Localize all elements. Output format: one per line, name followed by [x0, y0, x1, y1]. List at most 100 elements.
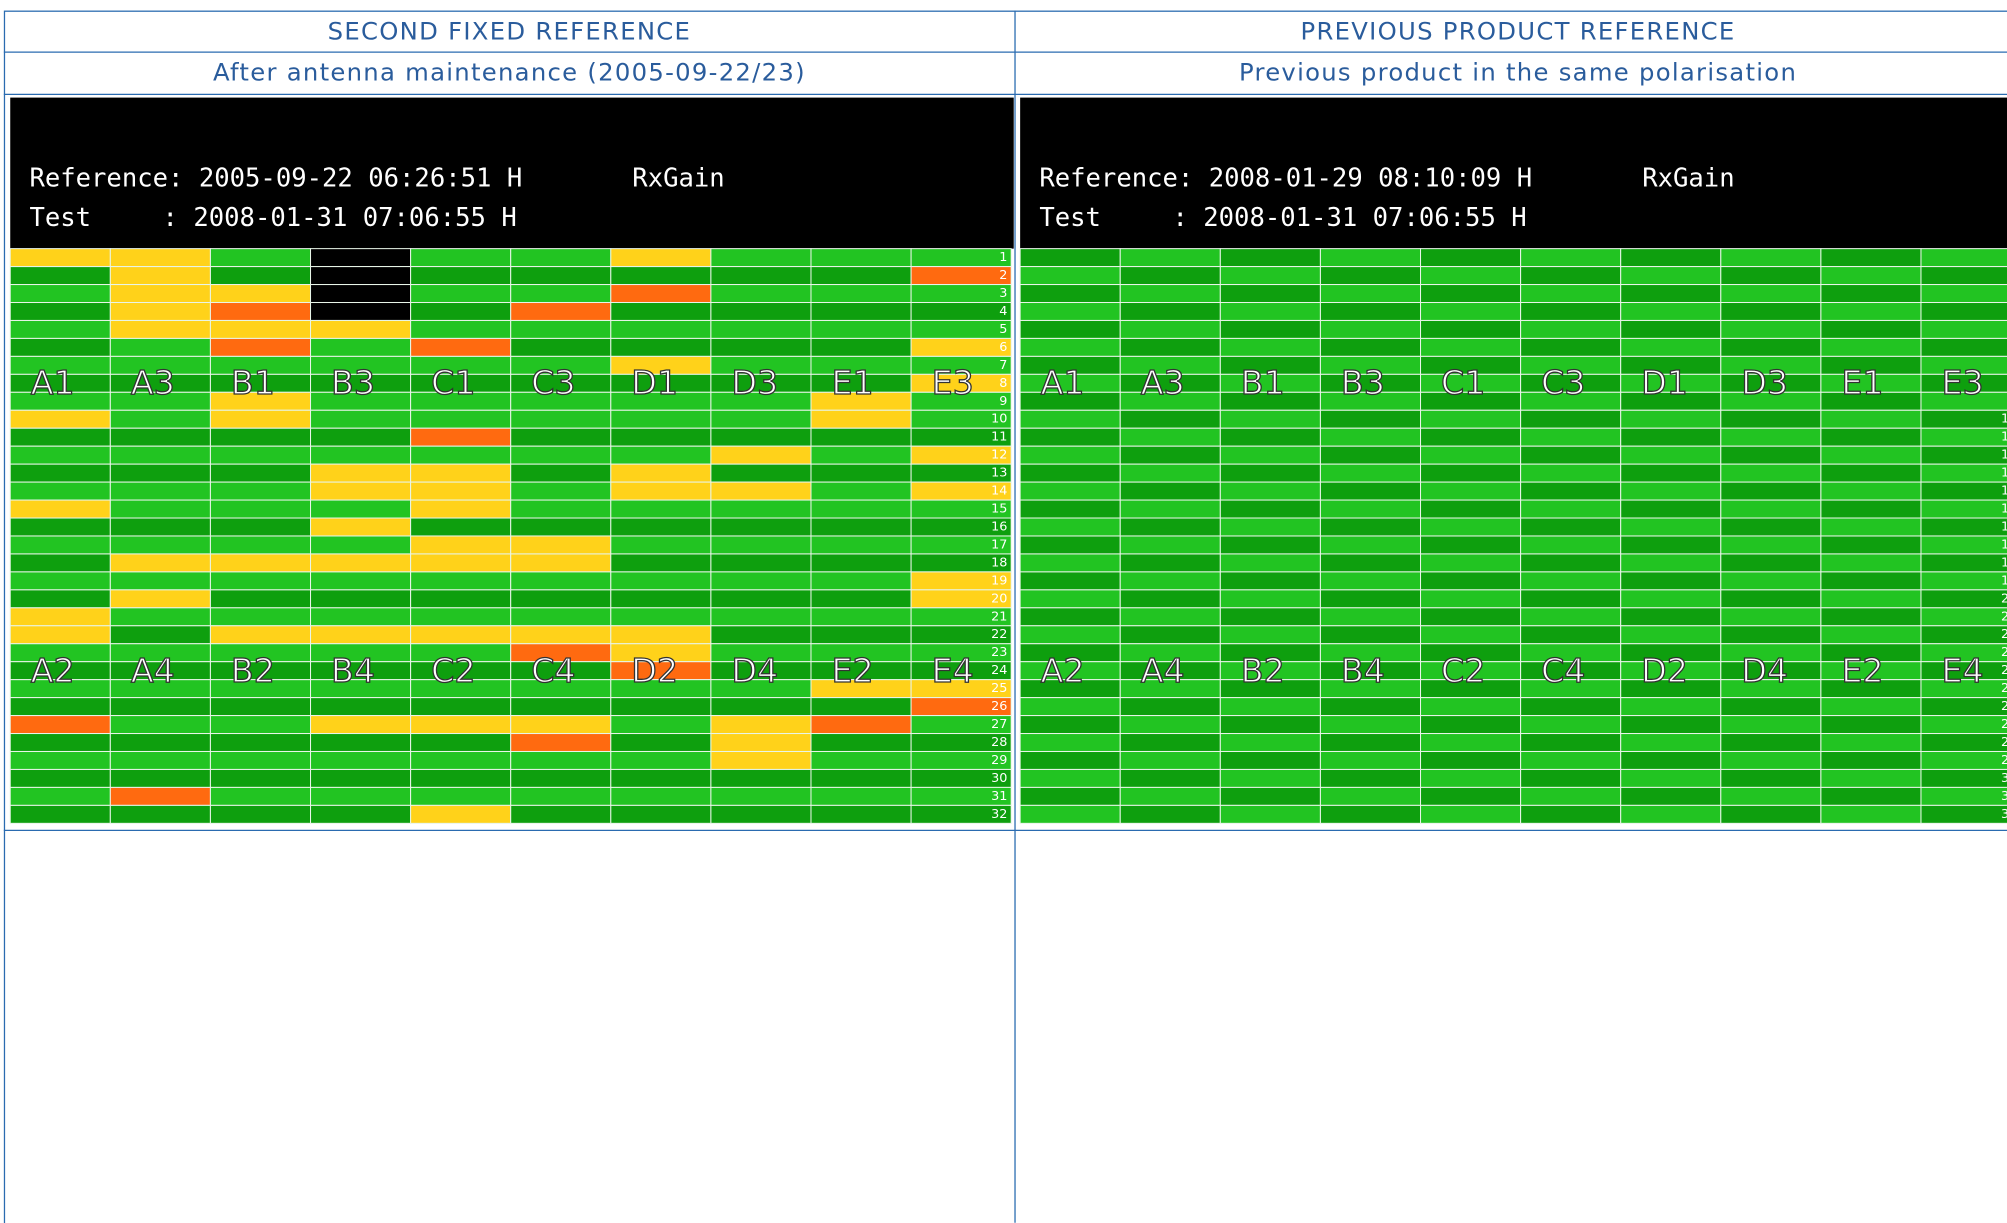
grid-cell — [810, 768, 912, 788]
grid-cell — [510, 499, 612, 519]
grid-cell — [1520, 804, 1622, 824]
grid-cell — [209, 733, 312, 753]
row-number: 25 — [2001, 681, 2007, 696]
grid-cell — [1019, 571, 1121, 591]
grid-cell — [1720, 337, 1822, 357]
grid-cell — [1219, 697, 1321, 717]
grid-cell — [1620, 750, 1722, 770]
grid-cell — [710, 319, 812, 339]
grid-cell — [9, 337, 111, 357]
antenna-label: B3 — [1341, 363, 1385, 402]
grid-cell — [1720, 517, 1822, 537]
grid-cell — [1119, 337, 1221, 357]
grid-cell — [1620, 427, 1722, 447]
grid-cell — [1219, 517, 1321, 537]
row-number: 10 — [2001, 412, 2007, 427]
grid-cell — [1219, 607, 1321, 627]
grid-cell — [610, 517, 712, 537]
grid-cell — [1920, 301, 2007, 321]
grid-cell — [1420, 553, 1522, 573]
grid-cell — [1720, 319, 1822, 339]
grid-cell — [9, 553, 111, 573]
grid-cell — [109, 768, 211, 788]
grid-cell — [1420, 589, 1522, 609]
grid-cell — [1119, 463, 1221, 483]
grid-cell — [410, 301, 512, 321]
antenna-label: E3 — [1941, 363, 1983, 402]
grid-cell — [1319, 750, 1422, 770]
grid-cell — [1420, 409, 1522, 429]
grid-cell — [1420, 804, 1522, 824]
grid-cell — [1620, 733, 1722, 753]
grid-cell — [1019, 535, 1121, 555]
grid-cell — [1820, 337, 1922, 357]
grid-cell — [1319, 266, 1422, 286]
header: PREVIOUS PRODUCT REFERENCE — [1301, 16, 1736, 45]
grid-cell — [510, 535, 612, 555]
grid-cell — [410, 409, 512, 429]
row-number: 31 — [991, 789, 1007, 804]
grid-cell — [310, 481, 412, 501]
grid-cell — [9, 319, 111, 339]
grid-cell — [1119, 697, 1221, 717]
grid-cell — [1319, 319, 1422, 339]
row-number: 28 — [2001, 735, 2007, 750]
grid-cell — [1720, 409, 1822, 429]
antenna-label: D2 — [631, 651, 678, 690]
grid-cell — [1520, 319, 1622, 339]
grid-cell — [1520, 301, 1622, 321]
antenna-label: D1 — [631, 363, 678, 402]
grid-cell — [410, 750, 512, 770]
grid-cell — [1820, 786, 1922, 806]
grid-cell — [1319, 571, 1422, 591]
antenna-label: A2 — [31, 651, 75, 690]
grid-cell — [1319, 697, 1422, 717]
grid-cell — [1820, 750, 1922, 770]
grid-cell — [1319, 768, 1422, 788]
grid-cell — [1520, 499, 1622, 519]
grid-cell — [410, 481, 512, 501]
grid-cell — [1119, 301, 1221, 321]
grid-cell — [1219, 768, 1321, 788]
grid-cell — [710, 535, 812, 555]
row-number: 20 — [2001, 591, 2007, 606]
grid-cell — [610, 319, 712, 339]
grid-cell — [1019, 319, 1121, 339]
grid-cell — [1420, 517, 1522, 537]
row-number: 15 — [2001, 502, 2007, 517]
grid-cell — [1820, 301, 1922, 321]
grid-cell — [310, 589, 412, 609]
grid-cell — [109, 535, 211, 555]
grid-cell — [1620, 248, 1722, 268]
grid-cell — [1219, 248, 1321, 268]
grid-cell — [510, 337, 612, 357]
antenna-label: E3 — [932, 363, 974, 402]
grid-cell — [710, 607, 812, 627]
grid-cell — [310, 571, 412, 591]
grid-cell — [510, 553, 612, 573]
grid-cell — [610, 463, 712, 483]
grid-cell — [810, 481, 912, 501]
grid-cell — [209, 625, 312, 645]
grid-cell — [1119, 409, 1221, 429]
antenna-label: D4 — [1741, 651, 1788, 690]
grid-cell — [1019, 284, 1121, 304]
grid-cell — [1119, 553, 1221, 573]
grid-cell — [1920, 409, 2007, 429]
grid-cell — [1319, 463, 1422, 483]
grid-cell — [1420, 445, 1522, 465]
row-number: 27 — [2001, 717, 2007, 732]
grid-cell — [1319, 445, 1422, 465]
grid-cell — [209, 427, 312, 447]
grid-cell — [1520, 589, 1622, 609]
grid-cell — [710, 517, 812, 537]
row-number: 26 — [2001, 699, 2007, 714]
grid-cell — [1820, 535, 1922, 555]
grid-cell — [610, 750, 712, 770]
grid-cell — [109, 266, 211, 286]
grid-cell — [1219, 445, 1321, 465]
grid-cell — [610, 589, 712, 609]
grid-cell — [1019, 607, 1121, 627]
grid-cell — [1720, 301, 1822, 321]
grid-cell — [9, 301, 111, 321]
